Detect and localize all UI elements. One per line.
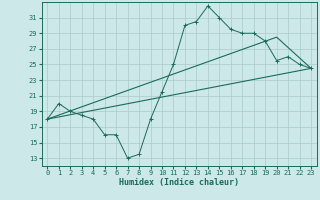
X-axis label: Humidex (Indice chaleur): Humidex (Indice chaleur) [119, 178, 239, 187]
